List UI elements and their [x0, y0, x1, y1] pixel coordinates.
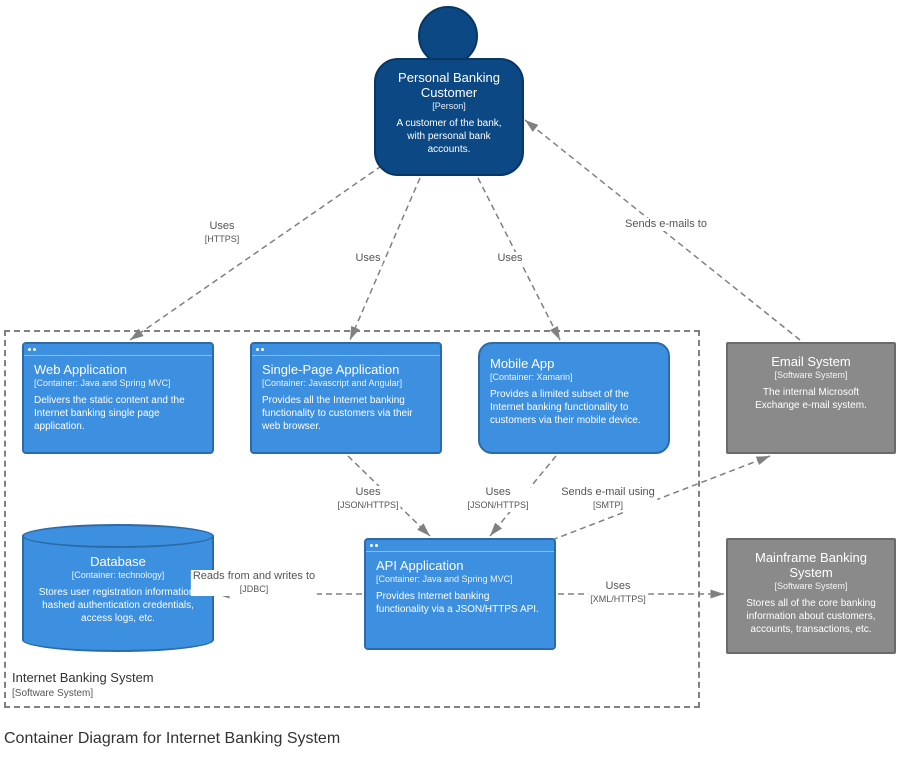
email-desc: The internal Microsoft Exchange e-mail s… — [740, 386, 882, 412]
diagram-title: Container Diagram for Internet Banking S… — [4, 730, 340, 748]
edge-label-e1: Uses[HTTPS] — [203, 220, 242, 246]
mobile-desc: Provides a limited subset of the Interne… — [490, 388, 658, 427]
database-desc: Stores user registration information, ha… — [34, 586, 202, 625]
webapp-desc: Delivers the static content and the Inte… — [34, 394, 202, 433]
api-subtitle: [Container: Java and Spring MVC] — [376, 574, 544, 584]
email-title: Email System — [740, 354, 882, 369]
spa-subtitle: [Container: Javascript and Angular] — [262, 378, 430, 388]
spa-title: Single-Page Application — [262, 362, 430, 377]
customer-title: Personal Banking Customer — [388, 70, 510, 100]
node-mainframe: Mainframe Banking System [Software Syste… — [726, 538, 896, 654]
person-head-icon — [418, 6, 478, 66]
api-desc: Provides Internet banking functionality … — [376, 590, 544, 616]
mainframe-title: Mainframe Banking System — [740, 550, 882, 580]
email-subtitle: [Software System] — [740, 370, 882, 380]
webapp-title: Web Application — [34, 362, 202, 377]
spa-desc: Provides all the Internet banking functi… — [262, 394, 430, 433]
window-chrome-icon — [24, 344, 212, 356]
edge-label-e4: Sends e-mails to — [623, 218, 709, 231]
node-api: API Application [Container: Java and Spr… — [364, 538, 556, 650]
database-subtitle: [Container: technology] — [34, 570, 202, 580]
customer-desc: A customer of the bank, with personal ba… — [388, 117, 510, 156]
window-chrome-icon — [252, 344, 440, 356]
edge-label-e3: Uses — [495, 252, 524, 265]
edge-label-e7: Sends e-mail using[SMTP] — [559, 486, 657, 512]
node-email: Email System [Software System] The inter… — [726, 342, 896, 454]
mobile-title: Mobile App — [490, 356, 658, 371]
edge-e1 — [130, 160, 390, 340]
mobile-subtitle: [Container: Xamarin] — [490, 372, 658, 382]
window-chrome-icon — [366, 540, 554, 552]
edge-label-e8: Reads from and writes to[JDBC] — [191, 570, 317, 596]
boundary-label: Internet Banking System — [12, 670, 154, 685]
node-customer-body: Personal Banking Customer [Person] A cus… — [374, 58, 524, 176]
edge-label-e2: Uses — [353, 252, 382, 265]
boundary-sublabel: [Software System] — [12, 688, 93, 699]
node-spa: Single-Page Application [Container: Java… — [250, 342, 442, 454]
mainframe-subtitle: [Software System] — [740, 581, 882, 591]
database-top-icon — [22, 524, 214, 548]
mainframe-desc: Stores all of the core banking informati… — [740, 597, 882, 636]
api-title: API Application — [376, 558, 544, 573]
edge-label-e6: Uses[JSON/HTTPS] — [465, 486, 530, 512]
node-mobile: Mobile App [Container: Xamarin] Provides… — [478, 342, 670, 454]
customer-subtitle: [Person] — [388, 101, 510, 111]
edge-label-e5: Uses[JSON/HTTPS] — [335, 486, 400, 512]
database-title: Database — [34, 554, 202, 569]
webapp-subtitle: [Container: Java and Spring MVC] — [34, 378, 202, 388]
diagram-canvas: Internet Banking System [Software System… — [0, 0, 908, 757]
edge-label-e9: Uses[XML/HTTPS] — [588, 580, 648, 606]
database-body: Database [Container: technology] Stores … — [22, 536, 214, 652]
node-webapp: Web Application [Container: Java and Spr… — [22, 342, 214, 454]
node-database: Database [Container: technology] Stores … — [22, 536, 214, 652]
